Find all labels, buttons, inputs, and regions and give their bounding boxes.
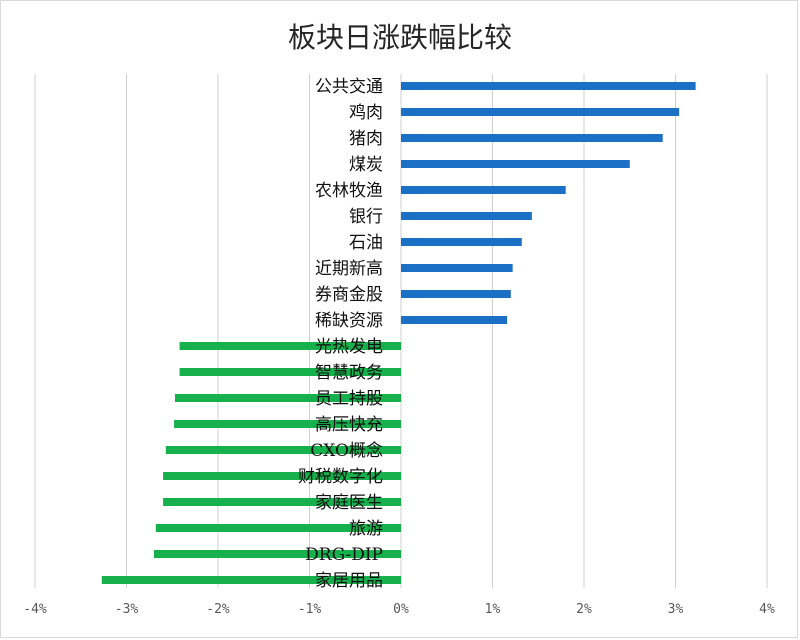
bar [401,264,513,272]
x-tick-label: 3% [668,602,684,617]
bar [401,108,680,116]
bar [165,446,401,454]
x-tick-label: -4% [23,602,47,617]
category-label: 猪肉 [349,129,383,149]
category-label: 财税数字化 [298,467,383,487]
x-tick-label: -3% [115,602,139,617]
bar [401,82,696,90]
x-tick-label: 4% [759,602,775,617]
category-label: 稀缺资源 [315,311,383,331]
x-tick-label: 0% [393,602,409,617]
category-label: CXO概念 [310,440,383,461]
category-label: 券商金股 [315,285,383,305]
bar [401,290,511,298]
category-label: 近期新高 [315,259,383,279]
category-label: 银行 [349,207,383,227]
chart-title: 板块日涨跌幅比较 [287,21,512,54]
bar [174,394,401,402]
category-label: 家庭医生 [315,493,383,513]
x-tick-label: -1% [298,602,322,617]
bar [401,316,508,324]
category-label: 石油 [349,233,383,253]
bar [401,134,663,142]
x-tick-label: 1% [485,602,501,617]
bar [179,368,401,376]
bar [155,524,401,532]
category-label: 农林牧渔 [315,181,383,201]
category-label: 员工持股 [315,389,383,409]
category-label: 光热发电 [315,337,383,357]
bar [153,550,401,558]
bar [163,498,401,506]
bar [401,186,566,194]
bar [401,238,522,246]
category-label: 旅游 [349,519,383,539]
category-label: 煤炭 [349,155,383,175]
bar [174,420,401,428]
category-label: 智慧政务 [315,363,383,383]
category-label: DRG-DIP [305,545,383,565]
x-tick-label: -2% [206,602,230,617]
bar [401,160,630,168]
bar [401,212,532,220]
category-label: 家居用品 [315,571,383,591]
x-tick-label: 2% [576,602,592,617]
bar [101,576,402,584]
category-label: 鸡肉 [349,103,383,123]
category-label: 公共交通 [315,77,383,97]
category-label: 高压快充 [315,415,383,435]
bar [179,342,401,350]
bar [163,472,401,480]
